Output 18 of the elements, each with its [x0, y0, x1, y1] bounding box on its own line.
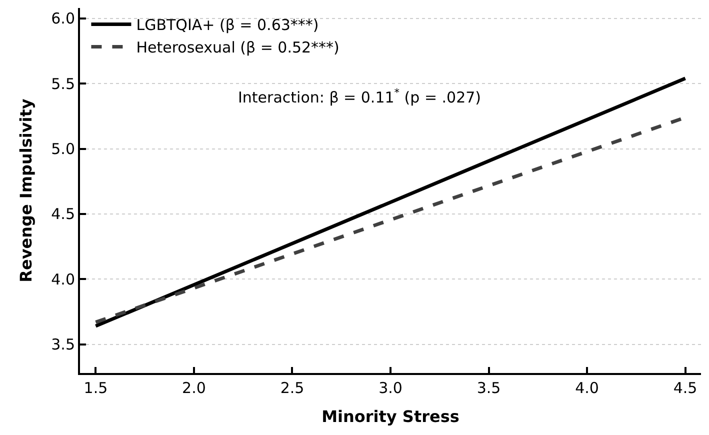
- y-tick-label: 5.5: [51, 74, 75, 93]
- x-tick-label: 4.0: [575, 379, 599, 397]
- x-axis-title: Minority Stress: [322, 407, 460, 426]
- y-tick-label: 4.0: [51, 270, 75, 288]
- y-tick-label: 6.0: [51, 10, 75, 28]
- x-tick-label: 3.5: [476, 379, 501, 397]
- annotation: Interaction: β = 0.11$^{*}$ (p = .027): [238, 87, 482, 106]
- legend-label: Heterosexual (β = 0.52***): [136, 38, 340, 57]
- y-tick-label: 5.0: [51, 140, 75, 158]
- y-tick-label: 3.5: [51, 336, 75, 354]
- x-tick-label: 2.5: [280, 379, 304, 397]
- x-tick-label: 2.0: [182, 379, 206, 397]
- legend-label: LGBTQIA+ (β = 0.63***): [136, 16, 319, 34]
- y-tick-label: 4.5: [51, 205, 75, 224]
- x-tick-label: 1.5: [84, 379, 108, 397]
- y-axis-title: Revenge Impulsivity: [16, 98, 36, 282]
- x-tick-label: 3.0: [378, 379, 402, 397]
- x-tick-label: 4.5: [673, 379, 698, 397]
